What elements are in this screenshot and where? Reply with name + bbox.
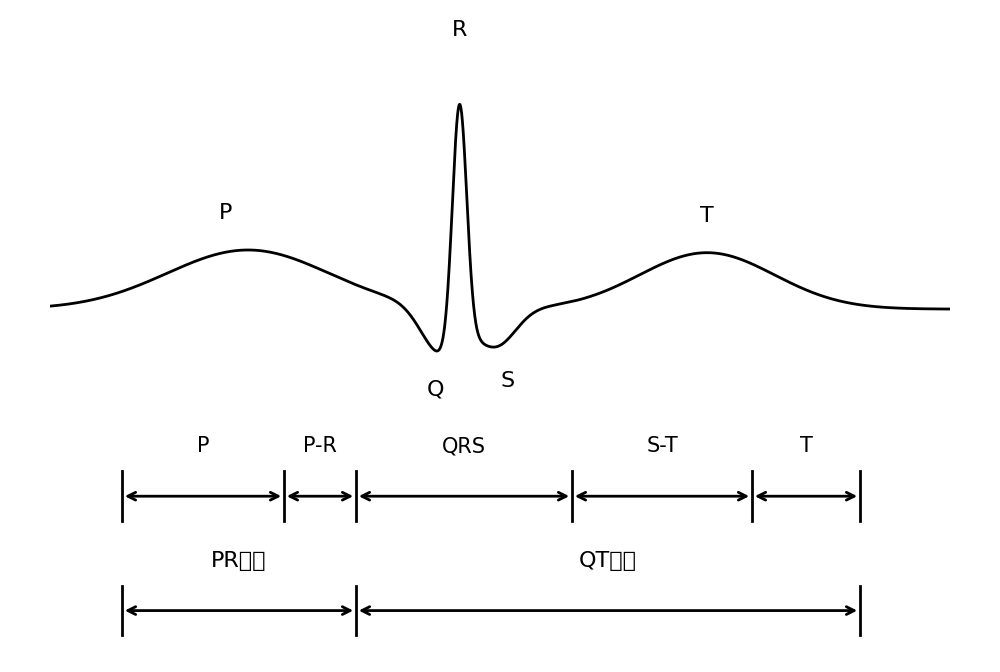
Text: P-R: P-R <box>303 437 337 456</box>
Text: PR间期: PR间期 <box>211 551 267 571</box>
Text: P: P <box>197 437 209 456</box>
Text: QT间期: QT间期 <box>579 551 637 571</box>
Text: T: T <box>700 206 714 226</box>
Text: Q: Q <box>426 379 444 399</box>
Text: S-T: S-T <box>646 437 678 456</box>
Text: R: R <box>452 20 467 40</box>
Text: P: P <box>219 203 232 223</box>
Text: QRS: QRS <box>442 437 486 456</box>
Text: S: S <box>500 371 514 391</box>
Text: T: T <box>800 437 812 456</box>
